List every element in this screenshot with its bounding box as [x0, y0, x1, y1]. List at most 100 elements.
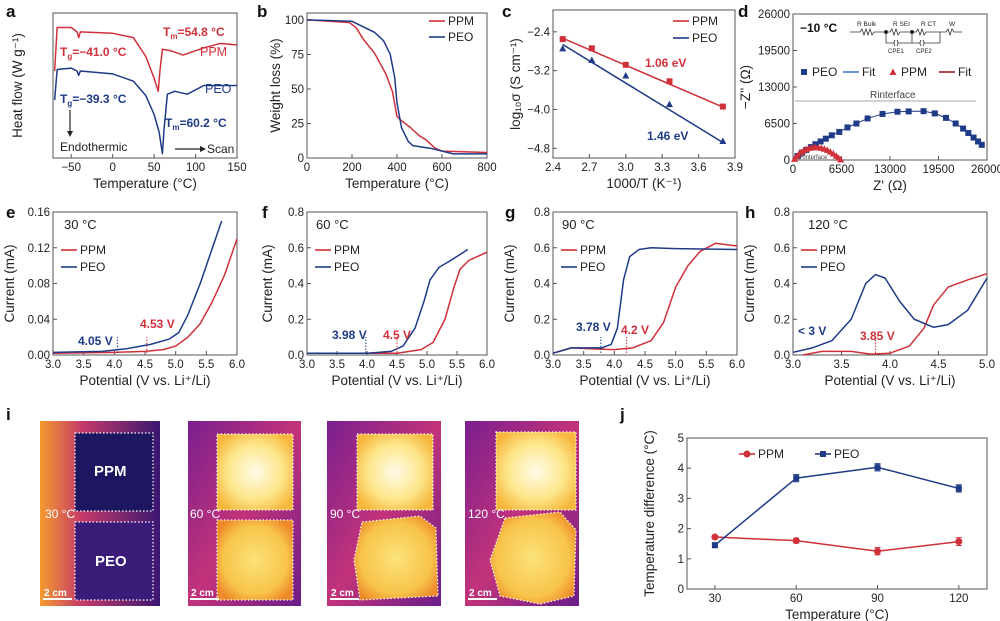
- x-tick-label: 6.0: [229, 359, 245, 371]
- y-tick-label: 0.00: [28, 350, 50, 362]
- x-tick-label: 150: [227, 162, 246, 174]
- tg-ppm-label: Tg=−41.0 °C: [60, 45, 127, 61]
- y-tick-label: 4: [678, 463, 685, 475]
- x-axis-label: Z' (Ω): [873, 178, 907, 193]
- x-tick-label: 13000: [874, 164, 906, 176]
- ppm-series-line: [714, 536, 959, 552]
- legend-label-peo: PEO: [834, 447, 859, 461]
- y-tick-label: 0.8: [774, 207, 790, 219]
- peo-data-point: [817, 138, 824, 145]
- chart-c: 2.4 2.7 3.0 3.3 3.6 3.9 −2.4 −3.2 −4.0 −4.8 1000/T…: [508, 9, 743, 191]
- legend-label-ppm: PPM: [334, 243, 360, 257]
- y-tick-label: 5: [678, 433, 684, 445]
- temp-label-e: 30 °C: [64, 217, 97, 232]
- x-axis-label: Potential (V vs. Li⁺/Li): [332, 373, 463, 388]
- y-axis-label: Temperature difference (°C): [642, 430, 657, 596]
- legend-label-ppm: PPM: [580, 243, 606, 257]
- temp-label-g: 90 °C: [562, 217, 595, 232]
- x-tick-label: 0: [109, 162, 115, 174]
- ppm-sample-label: PPM: [94, 463, 127, 480]
- y-tick-label: 0.0: [288, 350, 304, 362]
- x-tick-label: 3.5: [329, 359, 345, 371]
- x-tick-label: 4.5: [637, 359, 653, 371]
- temp-label-h: 120 °C: [808, 217, 848, 232]
- legend-label-ppm: PPM: [758, 447, 784, 461]
- ppm-data-point: [874, 547, 882, 555]
- peo-series-line: [792, 273, 988, 354]
- plot-frame: [792, 13, 988, 161]
- peo-data-point: [559, 44, 567, 52]
- x-tick-label: 100: [186, 162, 205, 174]
- y-tick-label: 0: [298, 153, 304, 165]
- ppm-series-line: [306, 19, 488, 154]
- peo-sample-label: PEO: [95, 553, 127, 570]
- x-tick-label: 6500: [829, 164, 855, 176]
- thermal-image-90: 90 °C 2 cm: [327, 421, 441, 606]
- y-axis-label: log₁₀σ (S cm⁻¹): [508, 38, 523, 130]
- ppm-data-point: [955, 538, 963, 546]
- y-tick-label: 100: [285, 15, 304, 27]
- ppm-series-line: [52, 238, 238, 354]
- x-tick-label: 3.0: [545, 359, 561, 371]
- x-tick-label: 4.5: [931, 359, 947, 371]
- plot-frame: [686, 437, 988, 590]
- panel-d-annotations: −10 °C R Bulk R SEI R CT W CPE1 CPE2 Rin…: [795, 21, 976, 161]
- panel-letter-h: h: [745, 203, 755, 222]
- x-axis-label: Temperature (°C): [785, 607, 889, 621]
- temp-label-90: 90 °C: [330, 507, 360, 521]
- y-axis-label: Current (mA): [502, 244, 517, 322]
- panel-letter-d: d: [738, 2, 748, 21]
- y-tick-label: 0.8: [534, 207, 550, 219]
- temperature-label: −10 °C: [800, 21, 837, 35]
- peo-curve-label: PEO: [205, 82, 232, 96]
- thermal-image-120: 120 °C 2 cm: [465, 421, 579, 606]
- peo-onset-h: < 3 V: [798, 324, 826, 338]
- ppm-onset-e: 4.53 V: [140, 317, 175, 331]
- panel-letter-i: i: [6, 405, 11, 424]
- ppm-onset-f: 4.5 V: [383, 328, 411, 342]
- peo-data-point: [588, 56, 596, 63]
- peo-series-line: [306, 19, 487, 155]
- scale-bar-label: 2 cm: [331, 588, 354, 599]
- peo-data-point: [942, 114, 949, 121]
- panel-letter-e: e: [6, 203, 15, 222]
- y-tick-label: 0.2: [288, 314, 304, 326]
- y-tick-label: 0: [678, 584, 684, 596]
- peo-series-line: [52, 220, 223, 354]
- chart-e: 3.0 3.5 4.0 4.5 5.0 5.5 6.0 0.00 0.04 0.08 0.12 0.1…: [2, 207, 245, 388]
- x-tick-label: 19500: [923, 164, 955, 176]
- legend-label-peo: PEO: [334, 260, 359, 274]
- peo-data-point: [793, 475, 800, 482]
- x-tick-label: −50: [61, 162, 81, 174]
- r-bulk-label: R Bulk: [857, 21, 877, 28]
- panel-letter-b: b: [257, 2, 267, 21]
- ppm-data-point: [711, 533, 719, 541]
- x-tick-label: 2.7: [581, 162, 597, 174]
- chart-h: 3.0 3.5 4.0 4.5 5.0 0.0 0.2 0.4 0.6 0.8 Potential …: [742, 207, 995, 388]
- y-tick-label: 0.4: [288, 279, 305, 291]
- x-tick-label: 3.5: [576, 359, 592, 371]
- y-tick-label: 0.2: [534, 314, 550, 326]
- x-axis-label: 1000/T (K⁻¹): [606, 176, 681, 191]
- x-tick-label: 3.9: [727, 162, 743, 174]
- equivalent-circuit-icon: [850, 27, 962, 47]
- peo-data-point: [952, 120, 959, 127]
- y-tick-label: 50: [291, 84, 304, 96]
- legend-label-peo: PEO: [448, 30, 473, 44]
- peo-series-line: [307, 248, 469, 354]
- x-tick-label: 6.0: [479, 359, 495, 371]
- y-tick-label: 0.08: [28, 279, 50, 291]
- x-tick-label: 2.4: [545, 162, 562, 174]
- y-tick-label: 0.2: [774, 314, 790, 326]
- legend-label-fit: Fit: [958, 65, 972, 79]
- x-tick-label: 4.5: [389, 359, 405, 371]
- legend-marker: [743, 450, 751, 458]
- cpe1-label: CPE1: [888, 49, 904, 55]
- chart-j: 30 60 90 120 0 1 2 3 4 5 Temperature (°C) Temperatu…: [642, 430, 988, 621]
- ppm-curve-label: PPM: [200, 45, 227, 59]
- x-axis-label: Temperature (°C): [93, 176, 197, 191]
- x-tick-label: 5.5: [698, 359, 714, 371]
- peo-data-point: [844, 124, 851, 131]
- peo-data-point: [960, 125, 967, 132]
